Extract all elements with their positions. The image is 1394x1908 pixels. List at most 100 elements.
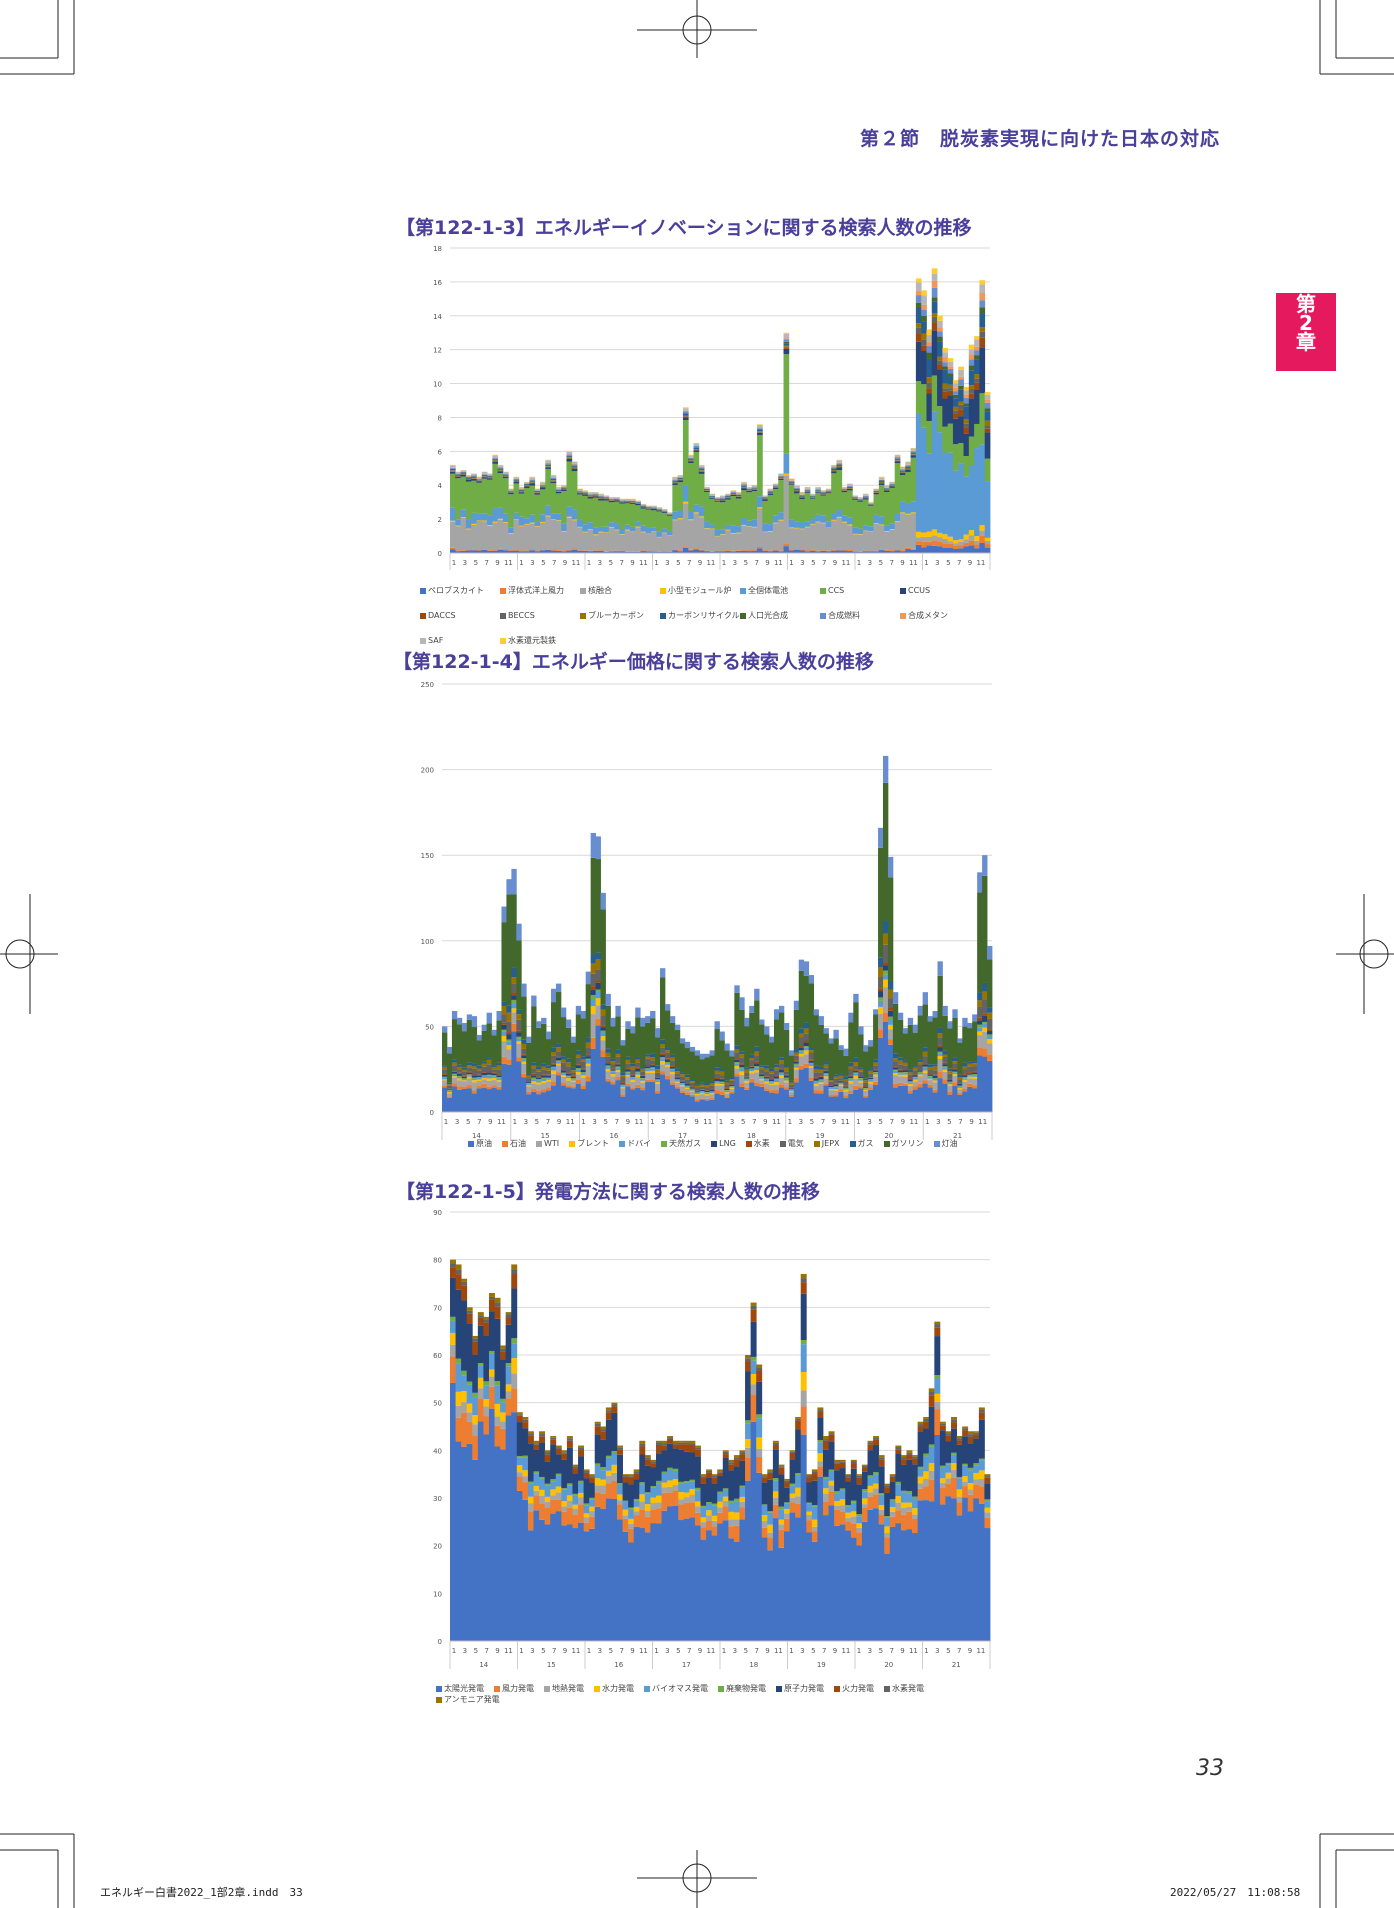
chart-bar-segment xyxy=(889,1499,896,1501)
chart-bar-segment xyxy=(931,375,938,412)
legend-label: 風力発電 xyxy=(502,1684,534,1693)
chart-bar-segment xyxy=(798,1047,805,1051)
legend-label: 人口光合成 xyxy=(748,611,788,620)
chart-bar-segment xyxy=(892,1087,899,1112)
chart-bar-segment xyxy=(689,1517,696,1641)
chart-bar-segment xyxy=(977,892,983,993)
chart-bar-segment xyxy=(799,528,806,530)
chart-bar-segment xyxy=(968,530,975,536)
chart-bar-segment xyxy=(937,537,943,542)
chart-bar-segment xyxy=(963,539,970,543)
chart-bar-segment xyxy=(761,1521,768,1528)
chart-bar-segment xyxy=(878,524,885,526)
chart-bar-segment xyxy=(952,1071,958,1073)
chart-bar-segment xyxy=(508,533,514,551)
chart-bar-segment xyxy=(516,1455,523,1458)
chart-bar-segment xyxy=(822,1436,829,1440)
chart-bar-segment xyxy=(974,423,980,449)
chart-bar-segment xyxy=(934,1321,941,1325)
chart-bar-segment xyxy=(956,1489,963,1497)
chart-bar-segment xyxy=(566,506,573,517)
chart-bar-segment xyxy=(615,1064,621,1067)
chart-bar-segment xyxy=(667,535,673,552)
chart-bar-segment xyxy=(585,1081,592,1112)
chart-bar-segment xyxy=(486,1059,492,1065)
chart-bar-segment xyxy=(603,500,610,527)
chart-bar-segment xyxy=(804,489,811,490)
chart-bar-segment xyxy=(502,513,509,523)
chart-bar-segment xyxy=(539,1495,546,1504)
chart-bar-segment xyxy=(902,1072,909,1073)
chart-bar-segment xyxy=(698,470,705,471)
chart-bar-segment xyxy=(704,1083,710,1086)
chart-bar-segment xyxy=(683,1444,690,1452)
chart-bar-segment xyxy=(867,1444,874,1451)
chart-bar-segment xyxy=(688,519,694,521)
chart-bar-segment xyxy=(868,1040,874,1047)
chart-bar-segment xyxy=(878,1459,885,1467)
legend-item: 風力発電 xyxy=(494,1683,534,1694)
chart-bar-segment xyxy=(689,1479,696,1482)
chart-bar-segment xyxy=(689,1089,696,1091)
chart-bar-segment xyxy=(698,469,705,471)
chart-bar-segment xyxy=(555,487,562,489)
legend-item: ペロブスカイト xyxy=(420,585,490,596)
chart-bar-segment xyxy=(947,1091,953,1095)
chart-bar-segment xyxy=(555,491,562,494)
chart-bar-segment xyxy=(749,1069,755,1072)
x-month-label: 11 xyxy=(504,1647,513,1655)
chart-bar-segment xyxy=(714,499,721,500)
x-month-label: 3 xyxy=(598,1647,602,1655)
chart-bar-segment xyxy=(873,492,880,495)
chart-bar-segment xyxy=(655,1480,662,1484)
chart-bar-segment xyxy=(545,549,551,553)
chart-bar-segment xyxy=(974,448,980,537)
chart-bar-segment xyxy=(878,991,884,998)
chart-bar-segment xyxy=(957,1086,963,1088)
chart-bar-segment xyxy=(773,1082,780,1085)
chart-bar-segment xyxy=(892,1058,899,1062)
chart-bar-segment xyxy=(784,1480,790,1483)
chart-bar-segment xyxy=(836,467,843,471)
chart-bar-segment xyxy=(939,1430,946,1466)
chart-bar-segment xyxy=(682,410,689,412)
chart-bar-segment xyxy=(928,1501,935,1641)
chart-bar-segment xyxy=(887,877,894,981)
chart-bar-segment xyxy=(461,1069,468,1072)
chart-bar-segment xyxy=(571,465,578,467)
chart-bar-segment xyxy=(555,550,562,551)
chart-bar-segment xyxy=(724,1082,730,1085)
chart-bar-segment xyxy=(550,1437,557,1440)
legend-swatch xyxy=(500,612,506,619)
chart-bar-segment xyxy=(873,523,880,524)
chart-bar-segment xyxy=(951,1428,957,1453)
chart-bar-segment xyxy=(897,1019,904,1058)
chart-bar-segment xyxy=(603,532,610,533)
chart-bar-segment xyxy=(917,1424,924,1427)
chart-bar-segment xyxy=(603,499,610,501)
chart-bar-segment xyxy=(803,1028,810,1034)
chart-bar-segment xyxy=(628,1478,635,1485)
chart-bar-segment xyxy=(799,522,806,529)
chart-bar-segment xyxy=(751,489,758,492)
chart-bar-segment xyxy=(610,1064,616,1069)
chart-bar-segment xyxy=(910,512,917,514)
chart-bar-segment xyxy=(725,524,731,530)
x-month-label: 11 xyxy=(703,1118,712,1126)
chart-bar-segment xyxy=(858,1069,864,1072)
chart-bar-segment xyxy=(772,489,779,516)
chart-bar-segment xyxy=(974,336,980,340)
chart-bar-segment xyxy=(778,1506,785,1510)
chart-bar-segment xyxy=(857,534,864,535)
chart-bar-segment xyxy=(678,1444,685,1450)
chart-bar-segment xyxy=(856,1474,863,1476)
chart-bar-segment xyxy=(481,1083,487,1088)
chart-bar-segment xyxy=(744,1076,750,1078)
chart-bar-segment xyxy=(472,1392,479,1398)
chapter-tab-line1: 第 xyxy=(1296,292,1316,316)
chart-bar-segment xyxy=(575,1071,582,1075)
chart-bar-segment xyxy=(555,1499,562,1512)
chart-bar-segment xyxy=(751,485,758,488)
chart-bar-segment xyxy=(806,1477,813,1483)
chart-bar-segment xyxy=(928,1388,935,1392)
